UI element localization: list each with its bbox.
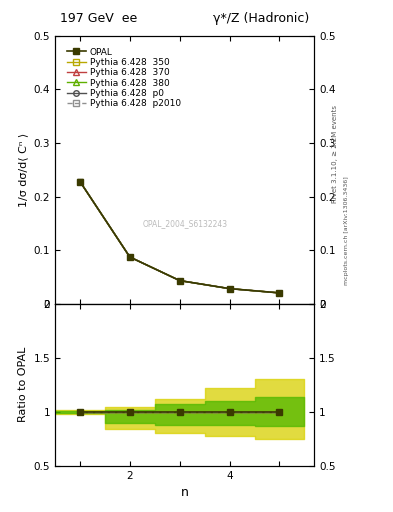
Text: Rivet 3.1.10, ≥ 2.2M events: Rivet 3.1.10, ≥ 2.2M events <box>332 104 338 203</box>
Y-axis label: Ratio to OPAL: Ratio to OPAL <box>18 347 28 422</box>
Text: OPAL_2004_S6132243: OPAL_2004_S6132243 <box>142 219 227 228</box>
X-axis label: n: n <box>181 486 189 499</box>
Text: 197 GeV  ee: 197 GeV ee <box>60 12 138 25</box>
Text: γ*/Z (Hadronic): γ*/Z (Hadronic) <box>213 12 309 25</box>
Y-axis label: 1/σ dσ/d⟨ Cⁿ ⟩: 1/σ dσ/d⟨ Cⁿ ⟩ <box>18 133 28 207</box>
Text: mcplots.cern.ch [arXiv:1306.3436]: mcplots.cern.ch [arXiv:1306.3436] <box>344 176 349 285</box>
Legend: OPAL, Pythia 6.428  350, Pythia 6.428  370, Pythia 6.428  380, Pythia 6.428  p0,: OPAL, Pythia 6.428 350, Pythia 6.428 370… <box>65 46 183 110</box>
